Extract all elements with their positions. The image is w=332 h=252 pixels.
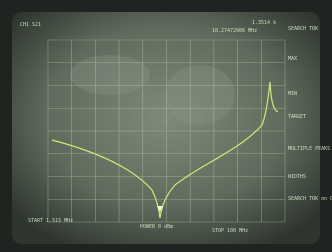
marker-value: 1.3514 k: [252, 20, 276, 26]
softkey[interactable]: MIN: [288, 91, 297, 97]
marker-frequency: 10.27472006 MHz: [212, 28, 257, 34]
reflection: [165, 65, 235, 125]
screen: [12, 12, 320, 244]
softkey[interactable]: TARGET: [288, 114, 306, 120]
channel: CH1 S21: [20, 22, 41, 28]
softkey[interactable]: MULTIPLE PEAKS: [288, 146, 330, 152]
softkey[interactable]: SEARCH TRK on OFF: [288, 196, 332, 202]
stop: STOP 100 MHz: [212, 228, 248, 234]
softkey[interactable]: SEARCH TRK: [288, 26, 318, 32]
reflection: [70, 55, 150, 95]
photo: CH1 S21 1.3514 k 10.27472006 MHz SEARCH …: [0, 0, 332, 252]
start: START 1.515 MHz: [28, 218, 73, 224]
power: POWER 0 dBm: [140, 224, 173, 230]
softkey[interactable]: WIDTHS: [288, 174, 306, 180]
page: {"header": {"channel": "CH1 S21", "marke…: [0, 0, 332, 252]
softkey[interactable]: MAX: [288, 56, 297, 62]
